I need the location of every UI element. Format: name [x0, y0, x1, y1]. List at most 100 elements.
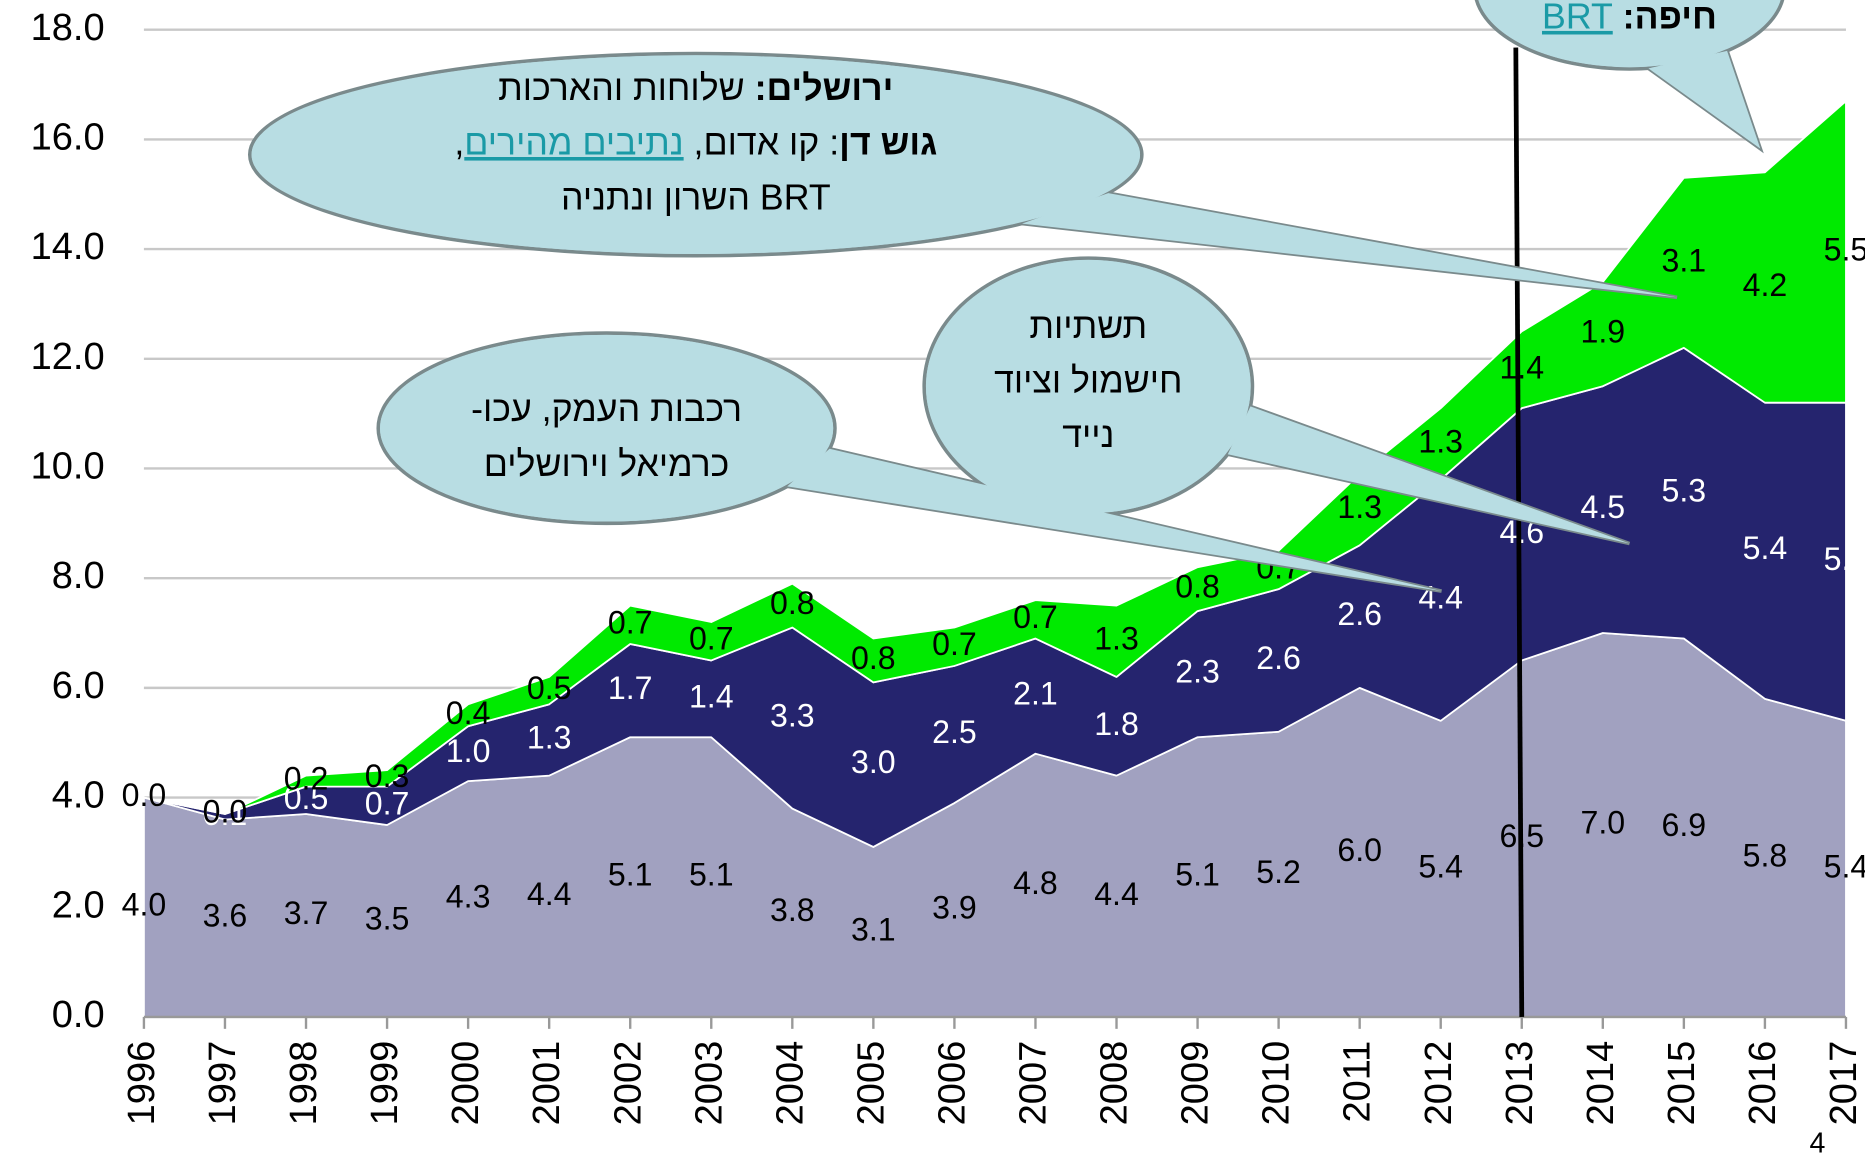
data-label: 5.1 — [608, 857, 653, 893]
data-label: 1.4 — [689, 678, 734, 714]
callout-span: שלוחות והארכות — [498, 68, 755, 109]
y-tick-label: 16.0 — [31, 116, 105, 158]
data-label: 6.0 — [1337, 832, 1382, 868]
y-tick-label: 0.0 — [52, 994, 105, 1036]
x-tick-label: 2001 — [526, 1041, 568, 1126]
callout-tail-fill — [1227, 406, 1630, 544]
y-tick-label: 10.0 — [31, 446, 105, 488]
data-label: 3.0 — [851, 744, 896, 780]
data-label: 1.7 — [608, 670, 653, 706]
x-tick-label: 2006 — [931, 1041, 973, 1126]
data-label: 0.7 — [932, 626, 977, 662]
x-tick-label: 2007 — [1013, 1041, 1055, 1126]
callouts-fill — [251, 0, 1781, 592]
x-tick-label: 2014 — [1580, 1041, 1622, 1126]
link[interactable]: BRT — [1542, 0, 1613, 37]
data-label: 5.4 — [1824, 848, 1865, 884]
callout-line: נייד — [994, 409, 1182, 464]
callout-span: חיפה: — [1622, 0, 1717, 37]
y-tick-label: 12.0 — [31, 336, 105, 378]
callout-span: , — [454, 123, 465, 163]
x-tick-label: 2008 — [1094, 1041, 1136, 1126]
link[interactable]: נתיבים מהירים — [464, 123, 684, 163]
callout-text: תשתיות חישמול וציוד נייד — [994, 300, 1182, 464]
data-label: 5.8 — [1824, 541, 1865, 577]
data-label: 5.4 — [1418, 848, 1463, 884]
callout-line: גוש דן: קו אדום, נתיבים מהירים, — [454, 117, 937, 172]
x-tick-label: 2002 — [607, 1041, 649, 1126]
callout-line: חיפה: BRT — [1542, 0, 1717, 45]
callout-line: BRT השרון ונתניה — [454, 171, 937, 226]
callout-span: נייד — [1062, 416, 1115, 456]
data-label: 5.2 — [1256, 854, 1301, 890]
data-label: 4.4 — [1094, 876, 1139, 912]
callout-tail-fill — [1648, 50, 1761, 149]
data-label: 0.3 — [365, 758, 410, 794]
callout-fill — [380, 334, 834, 522]
callout-fill — [925, 259, 1251, 514]
x-tick-label: 1999 — [364, 1041, 406, 1126]
data-label: 2.1 — [1013, 676, 1058, 712]
x-tick-label: 1997 — [202, 1041, 244, 1126]
y-tick-label: 6.0 — [52, 665, 105, 707]
data-label: 1.4 — [1499, 349, 1544, 385]
data-label: 5.4 — [1743, 530, 1788, 566]
data-label: 0.0 — [203, 794, 248, 830]
callout-span: תשתיות — [1029, 306, 1148, 347]
y-tick-label: 14.0 — [31, 226, 105, 268]
callout-text: חיפה: BRT — [1542, 0, 1717, 45]
callout-text: רכבות העמק, עכו- כרמיאל וירושלים — [471, 383, 742, 492]
data-label: 3.9 — [932, 889, 977, 925]
data-label: 0.1 — [203, 796, 248, 832]
y-tick-label: 4.0 — [52, 775, 105, 817]
x-tick-label: 2016 — [1742, 1041, 1784, 1126]
data-label: 1.8 — [1094, 706, 1139, 742]
x-tick-label: 2013 — [1499, 1041, 1541, 1126]
callout-line: ירושלים: שלוחות והארכות — [454, 62, 937, 117]
data-label: 1.3 — [1418, 423, 1463, 459]
x-tick-label: 2004 — [769, 1041, 811, 1126]
y-tick-label: 8.0 — [52, 555, 105, 597]
callout-line: כרמיאל וירושלים — [471, 438, 742, 493]
callout-span: כרמיאל וירושלים — [483, 444, 730, 485]
data-label: 2.6 — [1337, 596, 1382, 632]
data-label: 4.3 — [446, 879, 491, 915]
callout-span: גוש דן — [839, 123, 938, 163]
y-tick-label: 18.0 — [31, 7, 105, 49]
callout-line: תשתיות — [994, 300, 1182, 355]
data-label: 1.9 — [1580, 314, 1625, 350]
x-tick-label: 2015 — [1661, 1041, 1703, 1126]
data-label: 0.8 — [770, 585, 815, 621]
area — [143, 100, 1847, 815]
data-label: 5.1 — [1175, 857, 1220, 893]
data-label: 3.6 — [203, 898, 248, 934]
marker-line — [1513, 47, 1525, 1017]
data-label: 5.5 — [1824, 231, 1865, 267]
data-label: 0.7 — [689, 621, 734, 657]
callout-fill — [251, 55, 1141, 254]
data-label: 0.2 — [284, 761, 329, 797]
data-label: 2.6 — [1256, 640, 1301, 676]
data-label: 1.3 — [1337, 489, 1382, 525]
data-label: 4.4 — [1418, 580, 1463, 616]
x-tick-label: 2012 — [1418, 1041, 1460, 1126]
data-label: 0.5 — [527, 670, 572, 706]
x-tick-label: 2003 — [688, 1041, 730, 1126]
data-label: 4.5 — [1580, 489, 1625, 525]
data-label: 0.0 — [122, 777, 167, 813]
callout-span — [1613, 0, 1623, 37]
callout-line: חישמול וציוד — [994, 354, 1182, 409]
data-label: 1.3 — [527, 719, 572, 755]
data-label: 2.3 — [1175, 654, 1220, 690]
data-label: 0.4 — [446, 695, 491, 731]
callout-tail-fill — [787, 448, 1442, 592]
data-label: 0.7 — [365, 785, 410, 821]
data-label: 3.5 — [365, 900, 410, 936]
data-label: 3.1 — [1662, 242, 1707, 278]
x-tick-label: 2010 — [1256, 1041, 1298, 1126]
callout-span: חישמול וציוד — [994, 361, 1183, 401]
data-label: 0.7 — [608, 604, 653, 640]
